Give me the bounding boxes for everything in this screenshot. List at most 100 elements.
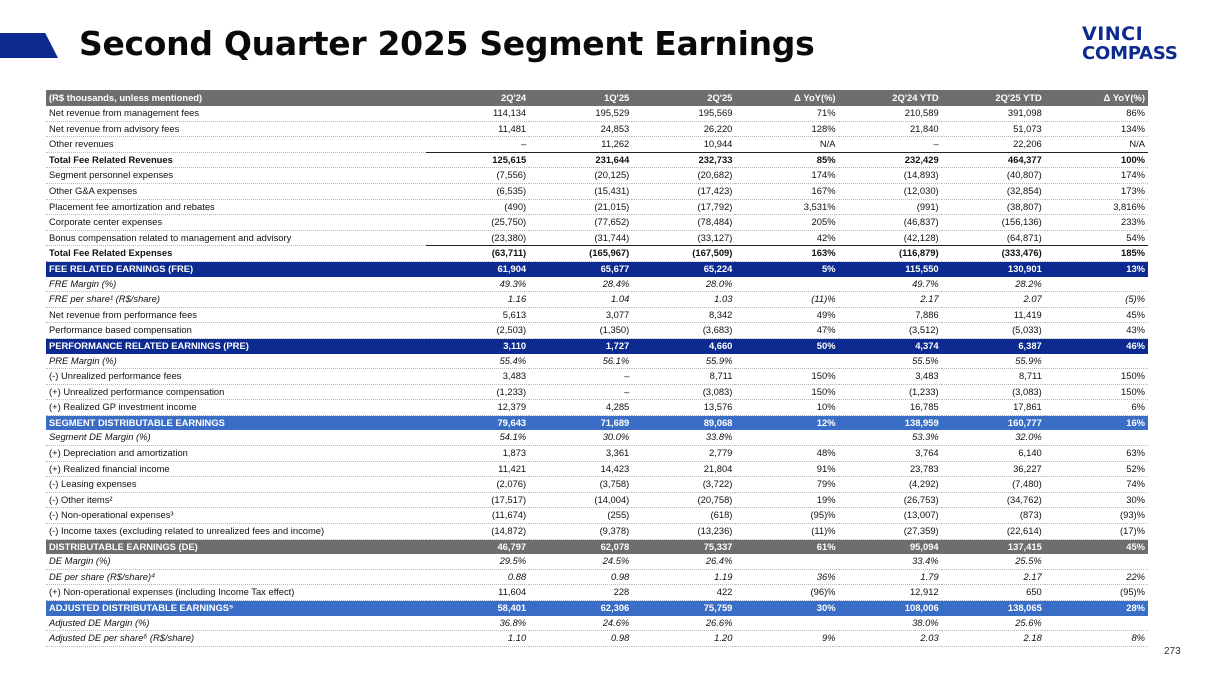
- row-value: 26.4%: [632, 554, 736, 570]
- table-row: FRE Margin (%) 49.3% 28.4% 28.0% 49.7% 28.2%: [46, 276, 1148, 293]
- row-label: (+) Realized GP investment income: [46, 399, 427, 416]
- row-value: 2.17: [838, 291, 942, 308]
- table-row: FRE per share¹ (R$/share) 1.16 1.04 1.03 (11…: [46, 291, 1148, 308]
- row-value: (7,556): [426, 167, 530, 184]
- row-value: (1,233): [838, 384, 942, 401]
- row-value: 46%: [1044, 338, 1148, 354]
- row-value: 1.04: [529, 291, 633, 308]
- row-label: (+) Depreciation and amortization: [46, 445, 427, 462]
- row-value: (11)%: [735, 291, 839, 308]
- table-row: Placement fee amortization and rebates (4…: [46, 199, 1148, 216]
- row-value: 75,337: [632, 539, 736, 555]
- row-value: 54.1%: [426, 430, 530, 447]
- row-value: (167,509): [632, 245, 736, 262]
- row-value: 6%: [1044, 399, 1148, 416]
- row-value: 28.0%: [632, 276, 736, 293]
- row-value: 108,006: [838, 600, 942, 616]
- table-row: ADJUSTED DISTRIBUTABLE EARNINGS⁵ 58,401 62…: [46, 600, 1148, 616]
- row-value: (4,292): [838, 476, 942, 493]
- table-row: Performance based compensation (2,503) (1,…: [46, 322, 1148, 339]
- row-value: 45%: [1044, 539, 1148, 555]
- row-value: 173%: [1044, 183, 1148, 200]
- row-value: (3,083): [941, 384, 1045, 401]
- row-value: (95)%: [1044, 584, 1148, 601]
- row-value: 150%: [735, 368, 839, 385]
- table-row: (-) Income taxes (excluding related to u…: [46, 523, 1148, 540]
- row-value: (14,872): [426, 523, 530, 540]
- row-value: 36%: [735, 569, 839, 586]
- row-value: (14,004): [529, 492, 633, 509]
- row-value: 150%: [1044, 384, 1148, 401]
- row-value: 53.3%: [838, 430, 942, 447]
- row-label: ADJUSTED DISTRIBUTABLE EARNINGS⁵: [46, 600, 427, 616]
- row-value: 232,733: [632, 151, 736, 169]
- table-row: DE Margin (%) 29.5% 24.5% 26.4% 33.4% 25.5%: [46, 554, 1148, 570]
- table-row: (-) Unrealized performance fees 3,483–8,7…: [46, 368, 1148, 385]
- row-value: (22,614): [941, 523, 1045, 540]
- row-value: 12,912: [838, 584, 942, 601]
- row-value: 62,078: [529, 539, 633, 555]
- header-cell: (R$ thousands, unless mentioned): [46, 90, 427, 106]
- header-cell: 2Q'24 YTD: [838, 90, 942, 106]
- row-value: 29.5%: [426, 554, 530, 570]
- row-value: [735, 430, 839, 447]
- row-value: 12%: [735, 415, 839, 431]
- row-value: [1044, 276, 1148, 293]
- row-value: 174%: [1044, 167, 1148, 184]
- table-row: (-) Non-operational expenses³ (11,674) (25…: [46, 507, 1148, 525]
- row-value: 232,429: [838, 151, 942, 169]
- row-value: (32,854): [941, 183, 1045, 200]
- row-value: (25,750): [426, 214, 530, 231]
- row-value: (17,792): [632, 199, 736, 216]
- table-row: Total Fee Related Revenues 125,615 231,644…: [46, 151, 1148, 169]
- row-value: 62,306: [529, 600, 633, 616]
- row-label: FRE per share¹ (R$/share): [46, 291, 427, 308]
- row-value: 49.3%: [426, 276, 530, 293]
- row-value: –: [838, 136, 942, 153]
- row-value: 30%: [1044, 492, 1148, 509]
- row-value: 138,065: [941, 600, 1045, 616]
- row-value: (77,652): [529, 214, 633, 231]
- row-value: 55.5%: [838, 353, 942, 370]
- row-value: 16,785: [838, 399, 942, 416]
- segment-earnings-table: (R$ thousands, unless mentioned) 2Q'24 1…: [46, 90, 1148, 647]
- row-value: (13,236): [632, 523, 736, 540]
- row-value: (20,682): [632, 167, 736, 184]
- row-value: 71%: [735, 106, 839, 122]
- row-value: 167%: [735, 183, 839, 200]
- row-value: N/A: [735, 136, 839, 153]
- table-row: (+) Depreciation and amortization 1,873 3,…: [46, 445, 1148, 462]
- table-row: Segment personnel expenses (7,556) (20,125…: [46, 167, 1148, 184]
- row-value: 16%: [1044, 415, 1148, 431]
- row-value: [1044, 430, 1148, 447]
- table-row: PRE Margin (%) 55.4% 56.1% 55.9% 55.5% 55.9%: [46, 353, 1148, 370]
- table-body: Net revenue from management fees 114,134 1…: [46, 106, 1148, 647]
- row-value: 185%: [1044, 245, 1148, 262]
- row-value: (63,711): [426, 245, 530, 262]
- row-value: (3,083): [632, 384, 736, 401]
- table-row: (+) Non-operational expenses (including …: [46, 584, 1148, 601]
- row-value: 24,853: [529, 121, 633, 138]
- row-value: 3,531%: [735, 199, 839, 216]
- row-value: 2.17: [941, 569, 1045, 586]
- row-value: 22,206: [941, 136, 1045, 153]
- row-value: 1.03: [632, 291, 736, 308]
- row-value: 10%: [735, 399, 839, 416]
- row-value: 19%: [735, 492, 839, 509]
- row-value: 30%: [735, 600, 839, 616]
- row-label: FEE RELATED EARNINGS (FRE): [46, 261, 427, 277]
- row-value: N/A: [1044, 136, 1148, 153]
- row-value: (9,378): [529, 523, 633, 540]
- row-value: (26,753): [838, 492, 942, 509]
- row-value: 91%: [735, 461, 839, 478]
- row-value: 17,861: [941, 399, 1045, 416]
- row-value: 150%: [735, 384, 839, 401]
- row-value: 1.10: [426, 630, 530, 647]
- row-value: (3,758): [529, 476, 633, 493]
- row-value: (7,480): [941, 476, 1045, 493]
- row-value: 1.16: [426, 291, 530, 308]
- row-value: 79%: [735, 476, 839, 493]
- row-value: 11,481: [426, 121, 530, 138]
- row-value: (2,076): [426, 476, 530, 493]
- row-value: 195,529: [529, 106, 633, 122]
